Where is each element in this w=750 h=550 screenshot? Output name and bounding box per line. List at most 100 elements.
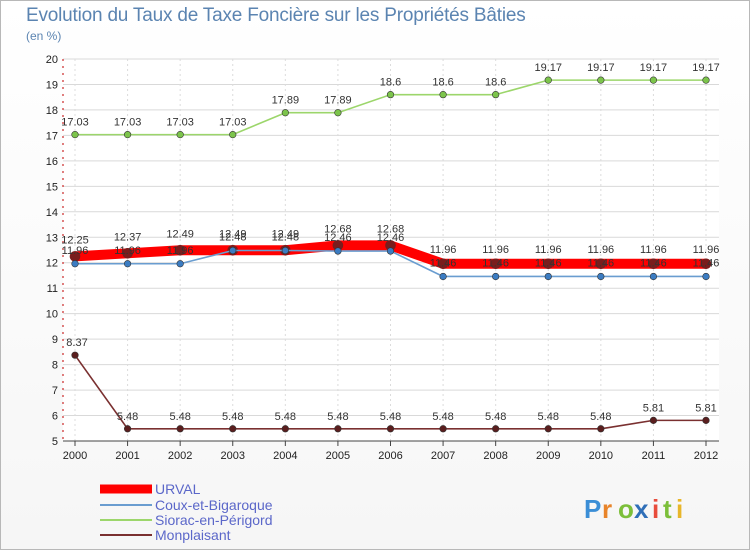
data-point-coux-et-bigaroque [702, 272, 710, 281]
data-point-siorac-en-perigord [386, 91, 395, 99]
data-point-coux-et-bigaroque [649, 272, 658, 281]
data-label-urval: 12.49 [219, 228, 247, 240]
data-label-monplaisant: 8.37 [66, 337, 87, 349]
data-label-siorac-en-perigord: 18.6 [432, 77, 453, 89]
y-tick-label: 12 [46, 258, 58, 270]
data-label-urval: 12.68 [324, 223, 352, 235]
data-label-urval: 11.96 [693, 244, 720, 256]
data-point-monplaisant [229, 425, 237, 433]
data-label-siorac-en-perigord: 17.03 [61, 117, 89, 129]
data-label-urval: 11.96 [430, 244, 457, 256]
data-label-monplaisant: 5.48 [538, 411, 559, 423]
data-label-monplaisant: 5.48 [432, 411, 453, 423]
data-label-coux-et-bigaroque: 11.96 [62, 245, 89, 257]
data-label-coux-et-bigaroque: 12.46 [377, 232, 405, 244]
data-point-coux-et-bigaroque [229, 246, 237, 255]
data-label-monplaisant: 5.48 [485, 411, 506, 423]
data-label-coux-et-bigaroque: 11.96 [114, 245, 141, 257]
x-tick-label: 2008 [483, 450, 507, 462]
data-label-monplaisant: 5.48 [590, 411, 611, 423]
brand-logo-letter: i [676, 494, 683, 524]
brand-logo-letter: i [652, 494, 659, 524]
x-tick-label: 2009 [536, 450, 560, 462]
data-point-urval [437, 258, 449, 270]
data-point-monplaisant [123, 425, 132, 433]
data-point-coux-et-bigaroque [334, 247, 342, 255]
data-point-urval [122, 248, 133, 259]
data-label-siorac-en-perigord: 19.17 [640, 62, 668, 74]
data-label-monplaisant: 5.81 [643, 402, 664, 414]
data-point-siorac-en-perigord [544, 76, 552, 84]
x-tick-label: 2002 [168, 450, 192, 462]
data-label-coux-et-bigaroque: 12.48 [272, 232, 300, 244]
brand-logo-letter: P [584, 494, 601, 524]
data-point-urval [174, 244, 186, 256]
data-label-coux-et-bigaroque: 12.46 [324, 232, 352, 244]
data-point-coux-et-bigaroque [597, 272, 605, 281]
data-point-monplaisant [649, 416, 658, 424]
data-point-monplaisant [597, 425, 605, 433]
y-tick-label: 8 [52, 360, 58, 372]
data-point-monplaisant [492, 425, 500, 433]
data-point-siorac-en-perigord [597, 76, 605, 84]
data-point-monplaisant [176, 425, 184, 433]
data-label-monplaisant: 5.48 [169, 411, 190, 423]
y-tick-label: 14 [46, 207, 58, 219]
data-point-monplaisant [544, 425, 552, 433]
x-tick-label: 2000 [63, 450, 87, 462]
data-point-siorac-en-perigord [71, 131, 79, 139]
x-tick-label: 2004 [273, 450, 297, 462]
data-label-urval: 11.96 [482, 244, 509, 256]
x-tick-label: 2006 [378, 450, 402, 462]
data-label-urval: 12.25 [61, 234, 89, 246]
data-label-siorac-en-perigord: 17.03 [166, 117, 194, 129]
data-label-siorac-en-perigord: 19.17 [692, 62, 720, 74]
data-point-coux-et-bigaroque [176, 260, 184, 268]
data-label-coux-et-bigaroque: 11.96 [167, 245, 194, 257]
data-point-monplaisant [386, 425, 395, 433]
x-tick-label: 2007 [431, 450, 455, 462]
legend-label-monplaisant: Monplaisant [155, 527, 231, 543]
data-label-coux-et-bigaroque: 11.46 [535, 257, 562, 269]
data-point-urval [700, 258, 712, 270]
data-label-monplaisant: 5.48 [275, 411, 296, 423]
legend-label-coux-et-bigaroque: Coux-et-Bigaroque [155, 497, 273, 513]
data-point-monplaisant [439, 425, 447, 433]
data-label-urval: 11.96 [535, 244, 562, 256]
data-label-urval: 12.37 [114, 231, 142, 243]
data-point-monplaisant [334, 425, 342, 433]
data-point-monplaisant [71, 351, 79, 359]
chart-title: Evolution du Taux de Taxe Foncière sur l… [26, 5, 526, 26]
data-point-siorac-en-perigord [439, 91, 447, 99]
data-label-coux-et-bigaroque: 11.46 [587, 257, 614, 269]
x-tick-label: 2012 [694, 450, 718, 462]
data-label-monplaisant: 5.48 [222, 411, 243, 423]
legend-label-urval: URVAL [155, 481, 201, 497]
y-tick-label: 7 [52, 385, 58, 397]
y-tick-label: 20 [46, 54, 58, 66]
data-label-urval: 11.96 [640, 244, 667, 256]
data-point-siorac-en-perigord [281, 109, 289, 117]
data-point-siorac-en-perigord [334, 109, 342, 117]
y-tick-label: 17 [46, 130, 58, 142]
y-tick-label: 19 [46, 79, 58, 91]
x-tick-label: 2010 [589, 450, 613, 462]
data-point-coux-et-bigaroque [544, 272, 552, 281]
y-tick-label: 16 [46, 156, 58, 168]
data-point-siorac-en-perigord [702, 76, 710, 84]
data-point-urval [648, 258, 659, 270]
data-label-siorac-en-perigord: 18.6 [485, 77, 506, 89]
data-point-coux-et-bigaroque [281, 246, 289, 255]
data-point-siorac-en-perigord [649, 76, 658, 84]
data-label-monplaisant: 5.48 [117, 411, 138, 423]
y-tick-label: 15 [46, 181, 58, 193]
data-label-siorac-en-perigord: 19.17 [534, 62, 562, 74]
data-point-urval [595, 258, 607, 270]
data-label-monplaisant: 5.81 [695, 402, 716, 414]
x-tick-label: 2003 [221, 450, 245, 462]
y-tick-label: 6 [52, 411, 58, 423]
data-label-coux-et-bigaroque: 11.46 [640, 257, 667, 269]
data-point-urval [490, 258, 501, 270]
y-tick-label: 9 [52, 334, 58, 346]
data-label-urval: 12.68 [377, 223, 405, 235]
